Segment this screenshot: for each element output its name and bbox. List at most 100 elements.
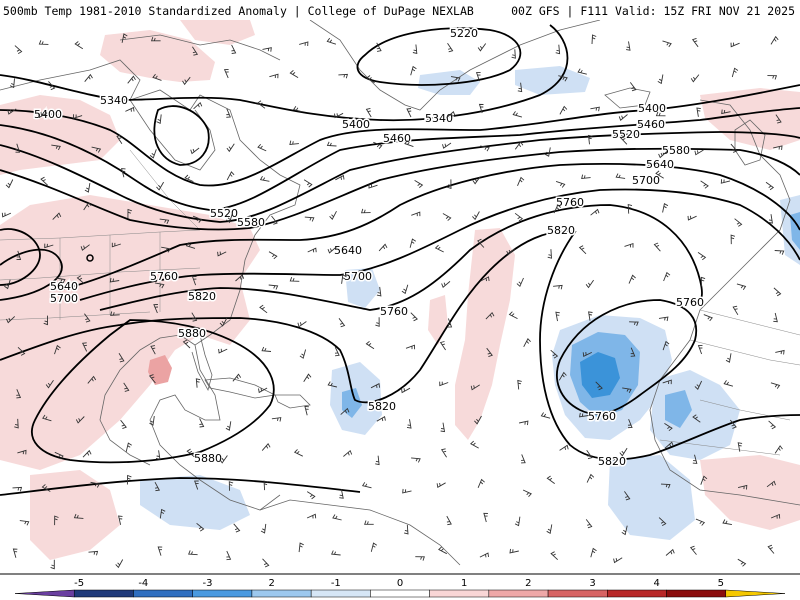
wind-barb (655, 170, 664, 179)
colorbar-segment (666, 589, 727, 598)
colorbar: -5 -4 -3 2 -1 0 1 2 3 4 5 (0, 573, 800, 598)
wind-barb (161, 246, 171, 253)
wind-barb (447, 179, 452, 190)
wind-barb (257, 143, 267, 152)
wind-barb (110, 311, 120, 316)
wind-barb (235, 274, 245, 282)
wind-barb (404, 140, 414, 148)
cool-anomaly-west-africa (650, 370, 740, 460)
wind-barb (629, 321, 639, 326)
wind-barb (334, 347, 340, 357)
wind-barb (553, 284, 563, 290)
wind-barb (262, 558, 270, 568)
cool-anomaly-south-africa (608, 455, 695, 540)
wind-barb (376, 42, 382, 52)
colorbar-labels: -5 -4 -3 2 -1 0 1 2 3 4 5 (74, 578, 724, 589)
hispaniola-coast (274, 394, 311, 409)
wind-barb (225, 421, 232, 431)
wind-barb (470, 384, 480, 391)
wind-barb (514, 141, 524, 150)
wind-barb (82, 342, 88, 352)
wind-barb (152, 73, 162, 81)
wind-barb (118, 515, 123, 525)
wind-barb (365, 107, 372, 118)
colorbar-tick-label: -1 (331, 578, 341, 589)
contour-label: 5640 (646, 158, 674, 171)
contour-label: 5400 (638, 102, 666, 115)
colorbar-segment (547, 589, 608, 598)
wind-barb (578, 245, 587, 255)
wind-barb (262, 47, 272, 52)
wind-barb (766, 480, 776, 488)
colorbar-tick-label: 3 (589, 578, 595, 589)
wind-barb (438, 546, 448, 555)
wind-barb (12, 486, 23, 492)
contour-label: 5700 (50, 292, 78, 305)
wind-barb (439, 341, 446, 351)
wind-barb (660, 483, 671, 489)
contour-label: 5580 (237, 216, 265, 229)
wind-barb (259, 304, 268, 314)
contour-5640 (0, 228, 41, 286)
wind-barb (40, 176, 48, 186)
wind-barb (689, 545, 697, 555)
wind-barb (226, 143, 235, 153)
anomaly-shading (0, 20, 800, 560)
wind-barb (260, 523, 267, 534)
wind-barb (368, 184, 378, 189)
wind-barb (595, 381, 603, 391)
wind-barb (298, 542, 304, 553)
wind-barb (658, 517, 667, 526)
wind-barb (233, 523, 241, 533)
cool-anomaly-central-america (140, 475, 250, 530)
wind-barb (729, 419, 737, 429)
contour-5760 (99, 204, 703, 311)
warm-anomaly-africa (700, 455, 800, 530)
wind-barb (555, 44, 561, 55)
wind-barb (38, 112, 48, 119)
wind-barb (84, 313, 91, 323)
wind-barb (154, 282, 165, 289)
wind-barb (514, 516, 521, 527)
wind-barb (446, 515, 452, 526)
wind-barb (440, 422, 446, 433)
wind-barb (76, 275, 85, 285)
contour-label: 5820 (368, 400, 396, 413)
contour-5220 (356, 27, 522, 86)
wind-barb (188, 550, 198, 556)
wind-barb (1, 212, 12, 218)
wind-barb (662, 203, 669, 213)
contour-5700 (0, 248, 63, 301)
wind-barb (546, 475, 555, 484)
wind-barb (340, 407, 350, 415)
wind-barb (306, 491, 316, 500)
wind-barb (470, 440, 479, 449)
wind-barb (43, 315, 48, 326)
wind-barb (547, 249, 552, 259)
wind-barb (663, 271, 671, 282)
contour-label: 5640 (50, 280, 78, 293)
wind-barb (44, 243, 54, 249)
wind-barb (658, 316, 669, 322)
contour-5640-main (59, 162, 800, 291)
wind-barb (289, 70, 299, 78)
cool-anomaly-europe-west (780, 195, 800, 265)
colorbar-segment (251, 589, 312, 598)
wind-barb (343, 449, 353, 457)
cuba-coast (204, 377, 277, 399)
cool-anomaly-greenland (418, 70, 480, 95)
wind-barb (16, 389, 22, 399)
wind-barb (365, 341, 375, 350)
wind-barb (299, 41, 309, 47)
wind-barb (474, 415, 482, 425)
wind-barb (326, 141, 337, 147)
model-valid-time: 00Z GFS | F111 Valid: 15Z FRI NOV 21 202… (511, 4, 795, 18)
wind-barb (88, 550, 99, 556)
wind-barb (4, 279, 11, 290)
wind-barb (153, 304, 159, 314)
colorbar-segment (133, 589, 193, 598)
wind-barb (338, 73, 349, 79)
wind-barb (268, 251, 278, 260)
wind-barb (730, 234, 736, 245)
contour-labels: 5220 5340 5340 5400 5400 5400 5460 5460 … (33, 26, 706, 470)
